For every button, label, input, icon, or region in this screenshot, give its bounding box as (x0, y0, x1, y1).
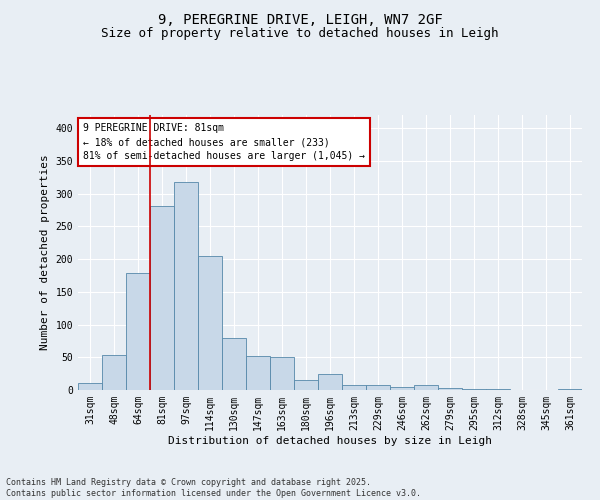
Bar (318, 374, 342, 390)
Bar (126, 274, 150, 390)
Bar (390, 386, 414, 390)
Bar (414, 385, 438, 390)
Bar (270, 358, 294, 390)
Bar (342, 386, 366, 390)
Bar (174, 182, 198, 390)
Text: 9 PEREGRINE DRIVE: 81sqm
← 18% of detached houses are smaller (233)
81% of semi-: 9 PEREGRINE DRIVE: 81sqm ← 18% of detach… (83, 123, 365, 161)
Y-axis label: Number of detached properties: Number of detached properties (40, 154, 50, 350)
Bar (366, 385, 390, 390)
Text: Size of property relative to detached houses in Leigh: Size of property relative to detached ho… (101, 28, 499, 40)
Bar (102, 356, 126, 390)
X-axis label: Distribution of detached houses by size in Leigh: Distribution of detached houses by size … (168, 436, 492, 446)
Text: Contains HM Land Registry data © Crown copyright and database right 2025.
Contai: Contains HM Land Registry data © Crown c… (6, 478, 421, 498)
Bar (150, 206, 174, 390)
Text: 9, PEREGRINE DRIVE, LEIGH, WN7 2GF: 9, PEREGRINE DRIVE, LEIGH, WN7 2GF (158, 12, 442, 26)
Bar (438, 388, 462, 390)
Bar (246, 356, 270, 390)
Bar (222, 338, 246, 390)
Bar (78, 383, 102, 390)
Bar (294, 380, 318, 390)
Bar (462, 388, 486, 390)
Bar (198, 256, 222, 390)
